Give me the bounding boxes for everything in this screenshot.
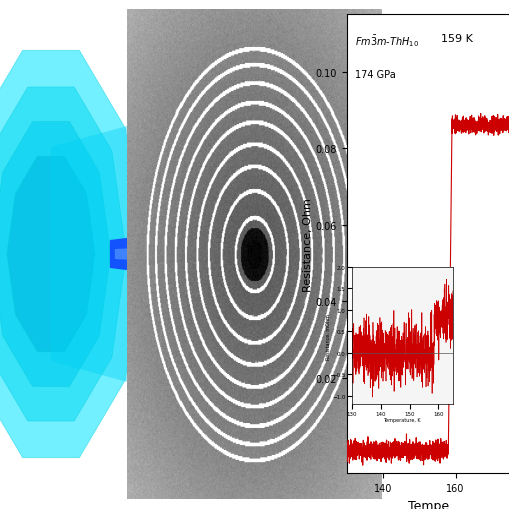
Polygon shape [127,227,267,282]
Polygon shape [109,222,255,287]
Polygon shape [0,122,110,387]
Polygon shape [115,242,255,267]
Polygon shape [7,157,95,352]
Polygon shape [0,51,143,458]
Text: 159 K: 159 K [441,34,472,44]
Polygon shape [51,126,129,383]
Y-axis label: Resistance, Ohm: Resistance, Ohm [302,197,312,291]
Text: $Fm\bar{3}m$-ThH$_{10}$: $Fm\bar{3}m$-ThH$_{10}$ [354,34,418,49]
Polygon shape [0,88,126,421]
Text: 174 GPa: 174 GPa [354,70,395,80]
X-axis label: Tempe: Tempe [407,499,448,509]
